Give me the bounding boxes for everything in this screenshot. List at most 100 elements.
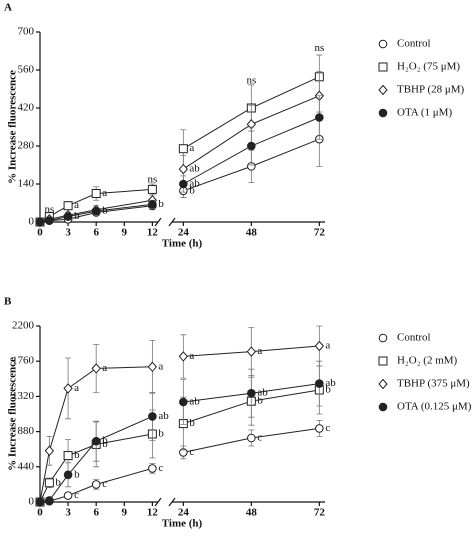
point-label: b (325, 384, 331, 396)
x-tick-label: 6 (93, 507, 99, 519)
marker (147, 361, 158, 373)
point-label: b (74, 210, 80, 222)
x-tick-label: 12 (147, 507, 159, 519)
point-label: b (102, 435, 108, 447)
legend-label: TBHP (375 μM) (397, 378, 470, 390)
marker (91, 189, 101, 198)
axis-break (168, 217, 176, 227)
marker (315, 113, 324, 122)
point-label: b (158, 428, 164, 440)
y-tick-label: 440 (18, 460, 35, 472)
marker (315, 424, 324, 433)
marker (44, 478, 54, 488)
point-label: b (257, 395, 263, 407)
marker (91, 480, 101, 489)
legend-label: Control (397, 38, 431, 50)
x-tick-label: 72 (314, 507, 326, 519)
marker (63, 451, 73, 461)
marker (179, 179, 188, 189)
marker (247, 388, 256, 398)
x-tick-label: 24 (178, 227, 190, 239)
marker (247, 141, 256, 151)
marker (45, 216, 54, 225)
legend-marker (378, 402, 388, 412)
legend-marker (378, 333, 388, 343)
marker (45, 496, 54, 505)
x-tick-label: 48 (246, 507, 258, 519)
panel-label: A (4, 2, 12, 14)
legend-label: H₂O₂ (75 μM) (397, 61, 460, 73)
x-tick-label: 12 (147, 227, 159, 239)
point-label: b (74, 449, 80, 461)
marker (35, 497, 45, 507)
legend-label: OTA (0.125 μM) (397, 401, 472, 413)
y-tick-label: 0 (29, 216, 35, 228)
point-label: ab (189, 163, 200, 175)
point-label: ab (158, 410, 169, 422)
marker (91, 363, 101, 374)
y-tick-label: 0 (29, 496, 35, 508)
x-tick-label: 48 (246, 227, 258, 239)
marker (63, 470, 73, 480)
point-label: b (55, 476, 61, 488)
x-tick-label: 72 (314, 227, 326, 239)
annotation: ns (314, 42, 324, 54)
point-label: c (189, 446, 194, 458)
point-label: ab (325, 377, 336, 389)
marker (246, 346, 257, 357)
point-label: b (74, 468, 80, 480)
y-axis-label: % Increase fluorescence (7, 357, 19, 471)
y-tick-label: 1760 (12, 355, 35, 367)
point-label: c (325, 422, 330, 434)
x-tick-label: 0 (37, 507, 43, 519)
marker (63, 383, 73, 394)
marker (35, 217, 45, 227)
point-label: a (74, 382, 79, 394)
x-tick-label: 9 (122, 227, 128, 239)
x-tick-label: 3 (65, 507, 71, 519)
axis-break (154, 497, 162, 507)
y-tick-label: 280 (18, 140, 35, 152)
point-label: a (189, 142, 194, 154)
point-label: a (257, 345, 262, 357)
point-label: b (102, 205, 108, 217)
panel-label: B (4, 296, 12, 308)
legend-marker (378, 378, 388, 390)
y-tick-label: 2200 (12, 320, 35, 332)
legend-label: OTA (1 μM) (397, 107, 452, 119)
point-label: a (102, 362, 107, 374)
point-label: c (158, 462, 163, 474)
y-tick-label: 880 (18, 425, 35, 437)
point-label: a (158, 360, 163, 372)
point-label: b (102, 438, 108, 450)
marker (44, 445, 55, 457)
x-tick-label: 9 (122, 507, 128, 519)
x-axis-label: Time (h) (162, 518, 203, 530)
annotation: ns (147, 173, 157, 185)
marker (63, 491, 73, 500)
legend-marker (378, 84, 388, 96)
legend-marker (378, 62, 388, 72)
annotation: ns (246, 74, 256, 86)
point-label: ab (257, 387, 268, 399)
legend-marker (378, 108, 388, 118)
point-label: a (325, 340, 330, 352)
point-label: a (102, 187, 107, 199)
marker (314, 340, 325, 352)
legend-label: H₂O₂ (2 mM) (397, 355, 458, 367)
marker (178, 163, 189, 175)
marker (178, 144, 188, 154)
marker (91, 436, 101, 446)
point-label: c (102, 478, 107, 490)
legend-marker (378, 39, 388, 49)
point-label: b (189, 417, 195, 429)
legend-label: Control (397, 332, 431, 344)
y-tick-label: 1320 (12, 390, 35, 402)
legend-label: TBHP (28 μM) (397, 84, 465, 96)
x-tick-label: 6 (93, 227, 99, 239)
marker (148, 200, 157, 209)
y-tick-label: 140 (18, 178, 35, 190)
y-tick-label: 560 (18, 64, 35, 76)
point-label: c (257, 432, 262, 444)
